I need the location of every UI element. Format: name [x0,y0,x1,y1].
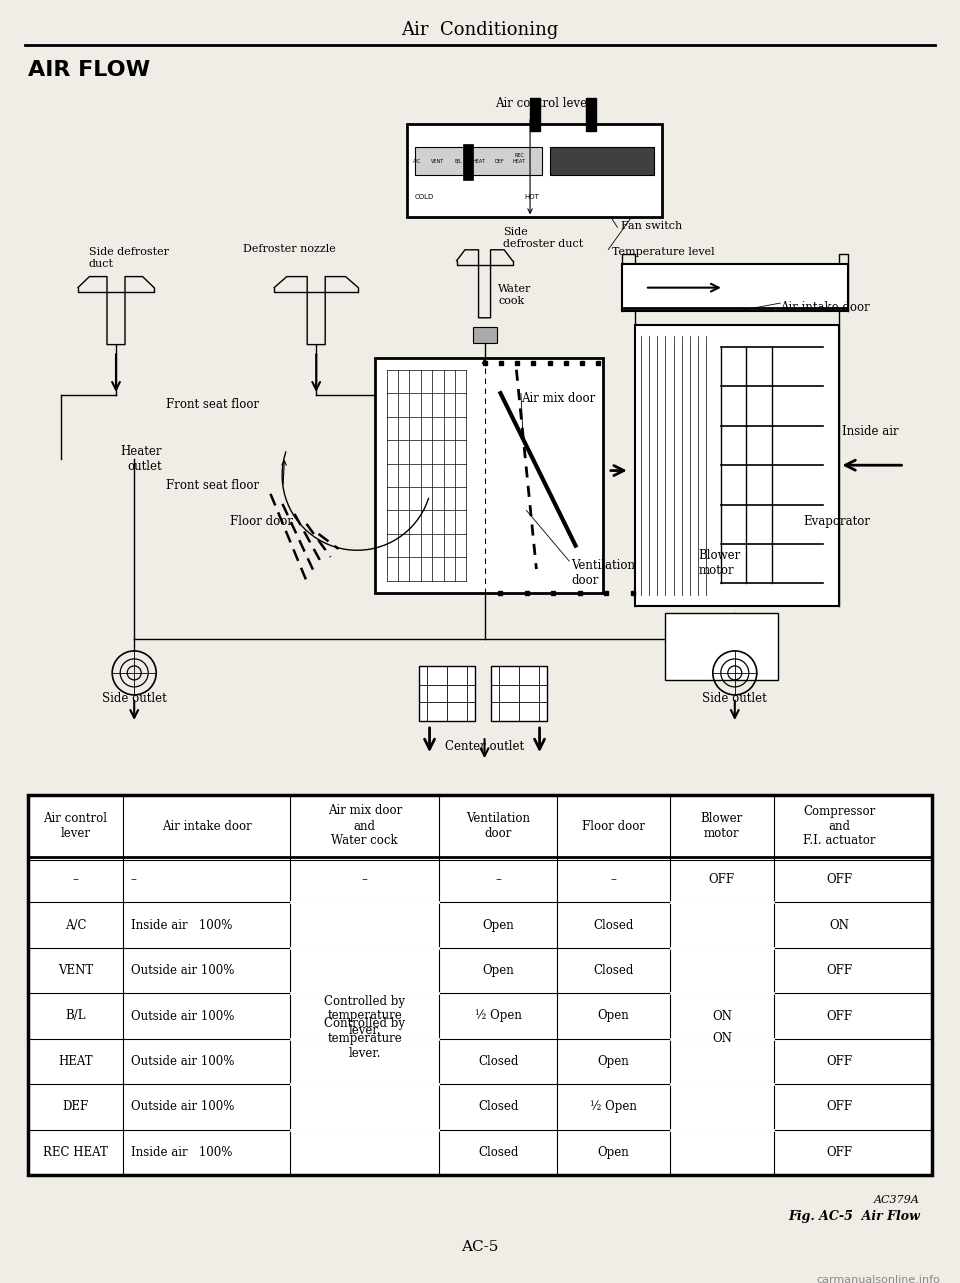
Text: OFF: OFF [827,1010,852,1023]
Text: Ventilation
door: Ventilation door [571,559,635,588]
Text: Defroster nozzle: Defroster nozzle [244,244,336,254]
Text: Ventilation
door: Ventilation door [467,812,530,840]
Text: Air control lever: Air control lever [494,96,592,110]
Text: AC-5: AC-5 [462,1239,498,1253]
Text: AIR FLOW: AIR FLOW [28,60,150,80]
Text: Water
cook: Water cook [498,285,532,305]
Text: Outside air 100%: Outside air 100% [131,1055,234,1067]
Bar [28,795,932,1175]
Text: Air  Conditioning: Air Conditioning [401,21,559,38]
Text: Blower
motor: Blower motor [698,549,741,577]
Bar [464,144,473,180]
Text: Center outlet: Center outlet [445,740,524,753]
Text: Controlled by
temperature
lever.: Controlled by temperature lever. [324,1017,405,1060]
Text: –: – [495,874,501,887]
Text: Open: Open [597,1146,629,1159]
Text: DEF: DEF [62,1101,88,1114]
Text: Closed: Closed [478,1101,518,1114]
Bar [375,358,603,593]
Bar [472,327,496,343]
Text: Closed: Closed [478,1146,518,1159]
Text: B/L: B/L [454,159,462,164]
Text: COLD: COLD [415,194,434,200]
Text: Inside air: Inside air [842,425,899,439]
Bar [530,99,540,131]
Text: ½ Open: ½ Open [589,1101,636,1114]
Text: REC
HEAT: REC HEAT [513,153,526,164]
Text: Open: Open [482,964,514,978]
Text: HEAT: HEAT [59,1055,93,1067]
Bar [419,666,475,721]
Text: REC HEAT: REC HEAT [43,1146,108,1159]
Text: Air intake door: Air intake door [780,302,870,314]
Text: AC379A: AC379A [875,1194,920,1205]
Bar [586,99,596,131]
Text: Closed: Closed [593,919,634,931]
Text: Air mix door: Air mix door [521,391,595,404]
Text: A/C: A/C [413,159,421,164]
Text: ½ Open: ½ Open [474,1010,521,1023]
Text: Heater
outlet: Heater outlet [120,445,161,473]
Bar [28,795,932,1175]
Text: Front seat floor: Front seat floor [166,479,259,491]
Text: VENT: VENT [58,964,93,978]
Text: Open: Open [482,919,514,931]
Bar [491,666,547,721]
Text: OFF: OFF [827,1146,852,1159]
Text: Air control
lever: Air control lever [43,812,108,840]
Text: Outside air 100%: Outside air 100% [131,1010,234,1023]
Text: OFF: OFF [827,1101,852,1114]
Text: –: – [73,874,79,887]
Text: Closed: Closed [478,1055,518,1067]
Text: ON: ON [829,919,850,931]
Text: Open: Open [597,1055,629,1067]
Text: Side outlet: Side outlet [102,692,167,704]
Text: Floor door: Floor door [582,820,645,833]
Text: OFF: OFF [827,874,852,887]
Bar [635,325,839,606]
Text: OFF: OFF [827,1055,852,1067]
Text: B/L: B/L [65,1010,85,1023]
Text: Outside air 100%: Outside air 100% [131,1101,234,1114]
Text: carmanualsonline.info: carmanualsonline.info [816,1275,940,1283]
Text: Air intake door: Air intake door [161,820,252,833]
Text: Controlled by
temperature
lever.: Controlled by temperature lever. [324,994,405,1038]
Text: ON: ON [712,1033,732,1046]
Text: Front seat floor: Front seat floor [166,398,259,411]
Bar [622,264,848,310]
Text: Compressor
and
F.I. actuator: Compressor and F.I. actuator [804,804,876,848]
Text: Inside air   100%: Inside air 100% [131,919,232,931]
Text: A/C: A/C [64,919,86,931]
Text: HEAT: HEAT [472,159,485,164]
Text: Closed: Closed [593,964,634,978]
Text: DEF: DEF [494,159,504,164]
Text: Fig. AC-5  Air Flow: Fig. AC-5 Air Flow [788,1210,920,1223]
Text: Fan switch: Fan switch [621,221,683,231]
Text: Temperature level: Temperature level [612,248,714,258]
Text: OFF: OFF [708,874,735,887]
Text: Side outlet: Side outlet [703,692,767,704]
Text: OFF: OFF [827,964,852,978]
Text: Side
defroster duct: Side defroster duct [503,227,583,249]
Text: Side defroster
duct: Side defroster duct [88,248,169,269]
Text: Floor door: Floor door [229,516,293,529]
Bar [550,148,655,174]
Text: Air mix door
and
Water cock: Air mix door and Water cock [327,804,402,848]
Bar [407,123,662,217]
Bar [665,612,778,680]
Text: –: – [131,874,136,887]
Text: VENT: VENT [431,159,444,164]
Text: –: – [611,874,616,887]
Text: Outside air 100%: Outside air 100% [131,964,234,978]
Text: HOT: HOT [524,194,540,200]
Text: –: – [362,874,368,887]
Text: Evaporator: Evaporator [804,516,870,529]
Text: Blower
motor: Blower motor [701,812,743,840]
Text: Open: Open [597,1010,629,1023]
Bar [415,148,542,174]
Text: Inside air   100%: Inside air 100% [131,1146,232,1159]
Text: ON: ON [712,1010,732,1023]
